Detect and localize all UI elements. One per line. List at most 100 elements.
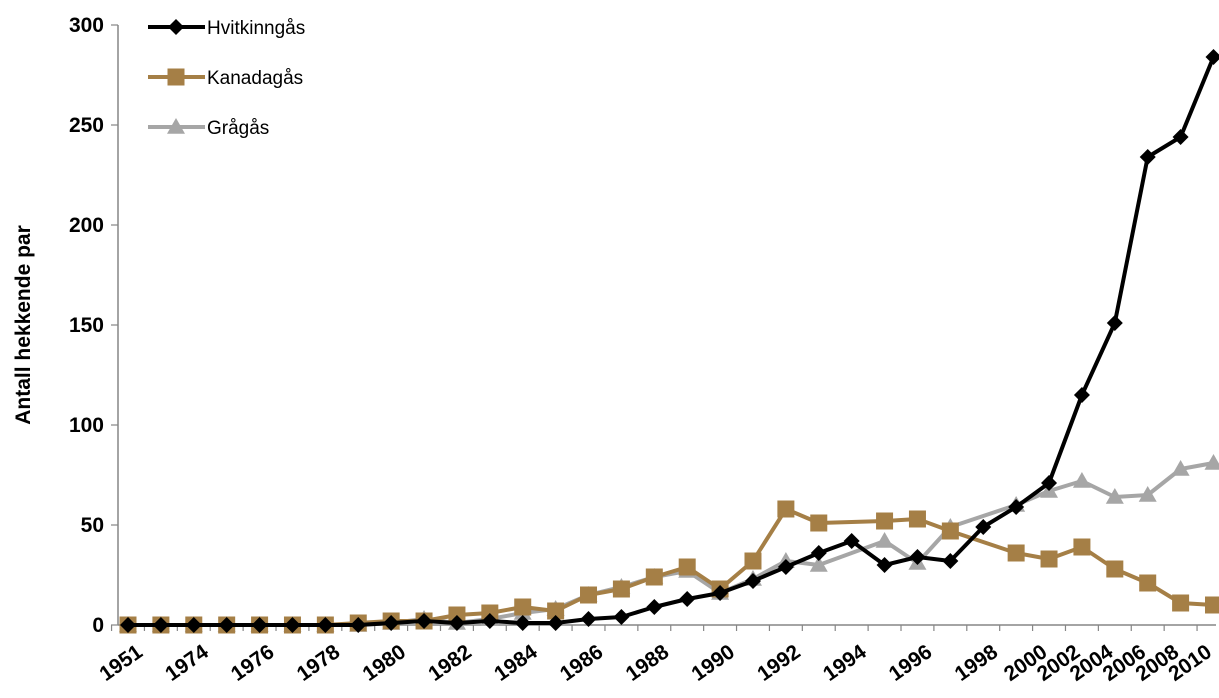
legend-item: Grågås (148, 118, 269, 139)
y-tick-label: 50 (81, 514, 104, 537)
triangle-marker (875, 532, 894, 548)
y-axis-label: Antall hekkende par (12, 225, 35, 425)
diamond-marker (1073, 387, 1090, 403)
y-tick-label: 250 (69, 114, 104, 137)
diamond-marker (876, 557, 893, 573)
y-tick-label: 200 (69, 214, 104, 237)
y-tick-label: 300 (69, 14, 104, 37)
x-tick-label: 1996 (885, 640, 936, 686)
series-0 (120, 49, 1219, 633)
triangle-marker (1204, 454, 1219, 470)
diamond-marker (580, 611, 597, 627)
diamond-marker (942, 553, 959, 569)
series-layer (119, 49, 1219, 634)
square-marker (1007, 544, 1025, 562)
x-tick-label: 1978 (293, 640, 345, 686)
diamond-marker (679, 591, 696, 607)
x-axis-ticks: 1951 1974 1976 1978 1980 1982 1984 1986 1988 1990… (95, 625, 1216, 686)
diamond-marker (168, 19, 184, 35)
square-marker (580, 586, 598, 604)
square-marker (744, 552, 762, 570)
diamond-marker (185, 617, 202, 633)
diamond-marker (481, 613, 498, 629)
diamond-marker (383, 615, 400, 631)
diamond-marker (547, 615, 564, 631)
square-marker (167, 68, 185, 86)
legend-label: Kanadagås (207, 68, 303, 89)
x-tick-label: 1992 (753, 640, 804, 686)
diamond-marker (416, 613, 433, 629)
x-tick-label: 1988 (622, 640, 674, 686)
x-tick-label: 1951 (95, 640, 147, 686)
square-marker (1205, 596, 1219, 614)
diamond-marker (1106, 315, 1123, 331)
x-tick-label: 1974 (161, 640, 213, 686)
x-tick-label: 1990 (687, 640, 738, 686)
diamond-marker (843, 533, 860, 549)
x-tick-label: 1976 (227, 640, 278, 686)
diamond-marker (1139, 149, 1156, 165)
square-marker (1172, 594, 1190, 612)
square-marker (1040, 550, 1058, 568)
triangle-marker (1138, 486, 1157, 502)
diamond-marker (284, 617, 301, 633)
diamond-marker (218, 617, 235, 633)
square-marker (908, 510, 926, 528)
legend-item: Kanadagås (148, 68, 303, 89)
x-tick-label: 1980 (359, 640, 410, 686)
square-marker (612, 580, 630, 598)
square-marker (876, 512, 894, 530)
legend: Hvitkinngås Kanadagås Grågås (148, 18, 305, 139)
diamond-marker (646, 599, 663, 615)
diamond-marker (317, 617, 334, 633)
square-marker (645, 568, 663, 586)
diamond-marker (152, 617, 169, 633)
y-tick-label: 100 (69, 414, 104, 437)
square-marker (547, 602, 565, 620)
triangle-marker (167, 118, 185, 134)
x-tick-label: 1982 (424, 640, 475, 686)
diamond-marker (350, 617, 367, 633)
diamond-marker (712, 585, 729, 601)
diamond-marker (1008, 499, 1025, 515)
square-marker (810, 514, 828, 532)
y-axis-ticks: 0 50 100 150 200 250 300 (69, 14, 118, 637)
legend-item: Hvitkinngås (148, 18, 305, 39)
diamond-marker (448, 615, 465, 631)
square-marker (777, 500, 795, 518)
diamond-marker (810, 545, 827, 561)
diamond-marker (613, 609, 630, 625)
axes (117, 25, 1216, 626)
square-marker (514, 598, 532, 616)
square-marker (678, 558, 696, 576)
diamond-marker (909, 549, 926, 565)
x-tick-label: 1998 (951, 640, 1003, 686)
y-tick-label: 0 (92, 614, 104, 637)
diamond-marker (1205, 49, 1219, 65)
diamond-marker (975, 519, 992, 535)
series-line (126, 55, 1216, 627)
diamond-marker (744, 573, 761, 589)
triangle-marker (1072, 472, 1091, 488)
square-marker (1139, 574, 1157, 592)
triangle-marker (809, 556, 828, 572)
series-1 (119, 500, 1219, 634)
legend-label: Hvitkinngås (207, 18, 305, 39)
diamond-marker (1041, 475, 1058, 491)
diamond-marker (514, 615, 531, 631)
triangle-marker (1105, 488, 1124, 504)
diamond-marker (1172, 129, 1189, 145)
diamond-marker (777, 559, 794, 575)
y-tick-label: 150 (69, 314, 104, 337)
legend-label: Grågås (207, 118, 269, 139)
x-tick-label: 1984 (490, 640, 542, 686)
square-marker (1106, 560, 1124, 578)
square-marker (1073, 538, 1091, 556)
x-tick-label: 1994 (819, 640, 871, 686)
triangle-marker (1171, 460, 1190, 476)
diamond-marker (251, 617, 268, 633)
diamond-marker (120, 617, 136, 633)
square-marker (941, 522, 959, 540)
x-tick-label: 1986 (556, 640, 607, 686)
